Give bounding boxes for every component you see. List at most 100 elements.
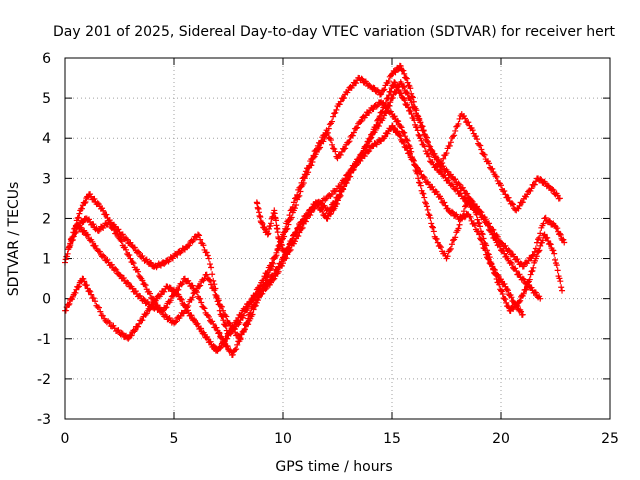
data-point bbox=[420, 190, 427, 197]
data-point bbox=[470, 206, 477, 213]
data-point bbox=[115, 226, 122, 233]
data-point bbox=[550, 187, 557, 194]
data-point bbox=[65, 302, 72, 309]
data-point bbox=[190, 237, 197, 244]
data-point bbox=[498, 182, 504, 189]
data-point bbox=[336, 193, 343, 200]
data-point bbox=[263, 285, 270, 292]
data-point bbox=[217, 345, 224, 352]
data-point bbox=[486, 160, 493, 167]
data-point bbox=[557, 278, 564, 285]
data-point bbox=[324, 215, 331, 222]
series-track-5 bbox=[253, 79, 566, 314]
data-point bbox=[267, 222, 274, 229]
data-point bbox=[477, 208, 484, 215]
data-point bbox=[426, 153, 433, 160]
data-point bbox=[204, 252, 211, 259]
data-point bbox=[74, 215, 81, 222]
data-point bbox=[354, 159, 361, 166]
data-point bbox=[119, 330, 126, 337]
data-point bbox=[520, 263, 527, 270]
data-point bbox=[298, 179, 305, 186]
data-point bbox=[337, 192, 344, 199]
data-point bbox=[175, 286, 182, 293]
data-point bbox=[104, 256, 111, 263]
data-point bbox=[94, 200, 101, 207]
data-point bbox=[136, 249, 143, 256]
data-point bbox=[220, 317, 227, 324]
data-point bbox=[438, 244, 445, 251]
data-point bbox=[376, 113, 383, 120]
data-point bbox=[482, 216, 489, 223]
data-point bbox=[433, 163, 440, 170]
data-point bbox=[404, 137, 411, 144]
data-point bbox=[349, 132, 356, 139]
data-point bbox=[515, 205, 522, 212]
data-point bbox=[336, 101, 343, 108]
data-point bbox=[434, 239, 441, 246]
data-point bbox=[422, 199, 429, 206]
data-point bbox=[407, 85, 414, 92]
data-point bbox=[75, 214, 82, 221]
data-point bbox=[512, 265, 519, 272]
data-point bbox=[433, 236, 440, 243]
data-point bbox=[289, 236, 296, 243]
data-point bbox=[358, 117, 365, 124]
data-point bbox=[445, 177, 452, 184]
data-point bbox=[504, 287, 511, 294]
data-point bbox=[103, 211, 110, 218]
data-point bbox=[411, 162, 418, 169]
data-point bbox=[319, 208, 326, 215]
data-point bbox=[197, 236, 204, 243]
data-point bbox=[174, 251, 181, 258]
data-point bbox=[143, 256, 150, 263]
data-point bbox=[132, 288, 139, 295]
data-point bbox=[367, 135, 374, 142]
data-point bbox=[139, 317, 146, 324]
data-point bbox=[480, 235, 487, 242]
data-point bbox=[76, 210, 83, 217]
data-point bbox=[167, 297, 174, 304]
data-point bbox=[118, 330, 125, 337]
data-point bbox=[519, 199, 526, 206]
data-point bbox=[418, 137, 425, 144]
data-point bbox=[305, 211, 312, 218]
data-point bbox=[421, 143, 428, 150]
data-point bbox=[131, 244, 138, 251]
data-point bbox=[423, 137, 430, 144]
data-point bbox=[180, 310, 187, 317]
data-point bbox=[538, 176, 545, 183]
data-point bbox=[345, 139, 352, 146]
data-point bbox=[407, 145, 414, 152]
data-point bbox=[401, 129, 408, 136]
data-point bbox=[444, 253, 451, 260]
data-point bbox=[116, 271, 123, 278]
data-point bbox=[426, 212, 433, 219]
data-point bbox=[229, 351, 236, 358]
data-point bbox=[84, 231, 91, 238]
data-point bbox=[369, 130, 376, 137]
data-point bbox=[559, 287, 566, 294]
data-point bbox=[519, 311, 526, 318]
data-point bbox=[334, 200, 341, 207]
data-point bbox=[157, 291, 164, 298]
data-point bbox=[94, 303, 101, 310]
data-point bbox=[404, 101, 411, 108]
data-point bbox=[197, 295, 204, 302]
data-point bbox=[403, 136, 410, 143]
data-point bbox=[462, 203, 469, 210]
data-point bbox=[318, 138, 325, 145]
data-point bbox=[296, 184, 303, 191]
y-axis-label: SDTVAR / TECUs bbox=[6, 182, 22, 297]
data-point bbox=[409, 93, 416, 100]
data-point bbox=[306, 162, 313, 169]
data-point bbox=[115, 327, 122, 334]
data-point bbox=[380, 87, 387, 94]
data-point bbox=[549, 186, 556, 193]
data-point bbox=[262, 277, 269, 284]
data-point bbox=[129, 259, 136, 266]
data-point bbox=[532, 245, 539, 252]
data-point bbox=[427, 215, 434, 222]
data-point bbox=[429, 223, 436, 230]
data-point bbox=[464, 190, 471, 197]
